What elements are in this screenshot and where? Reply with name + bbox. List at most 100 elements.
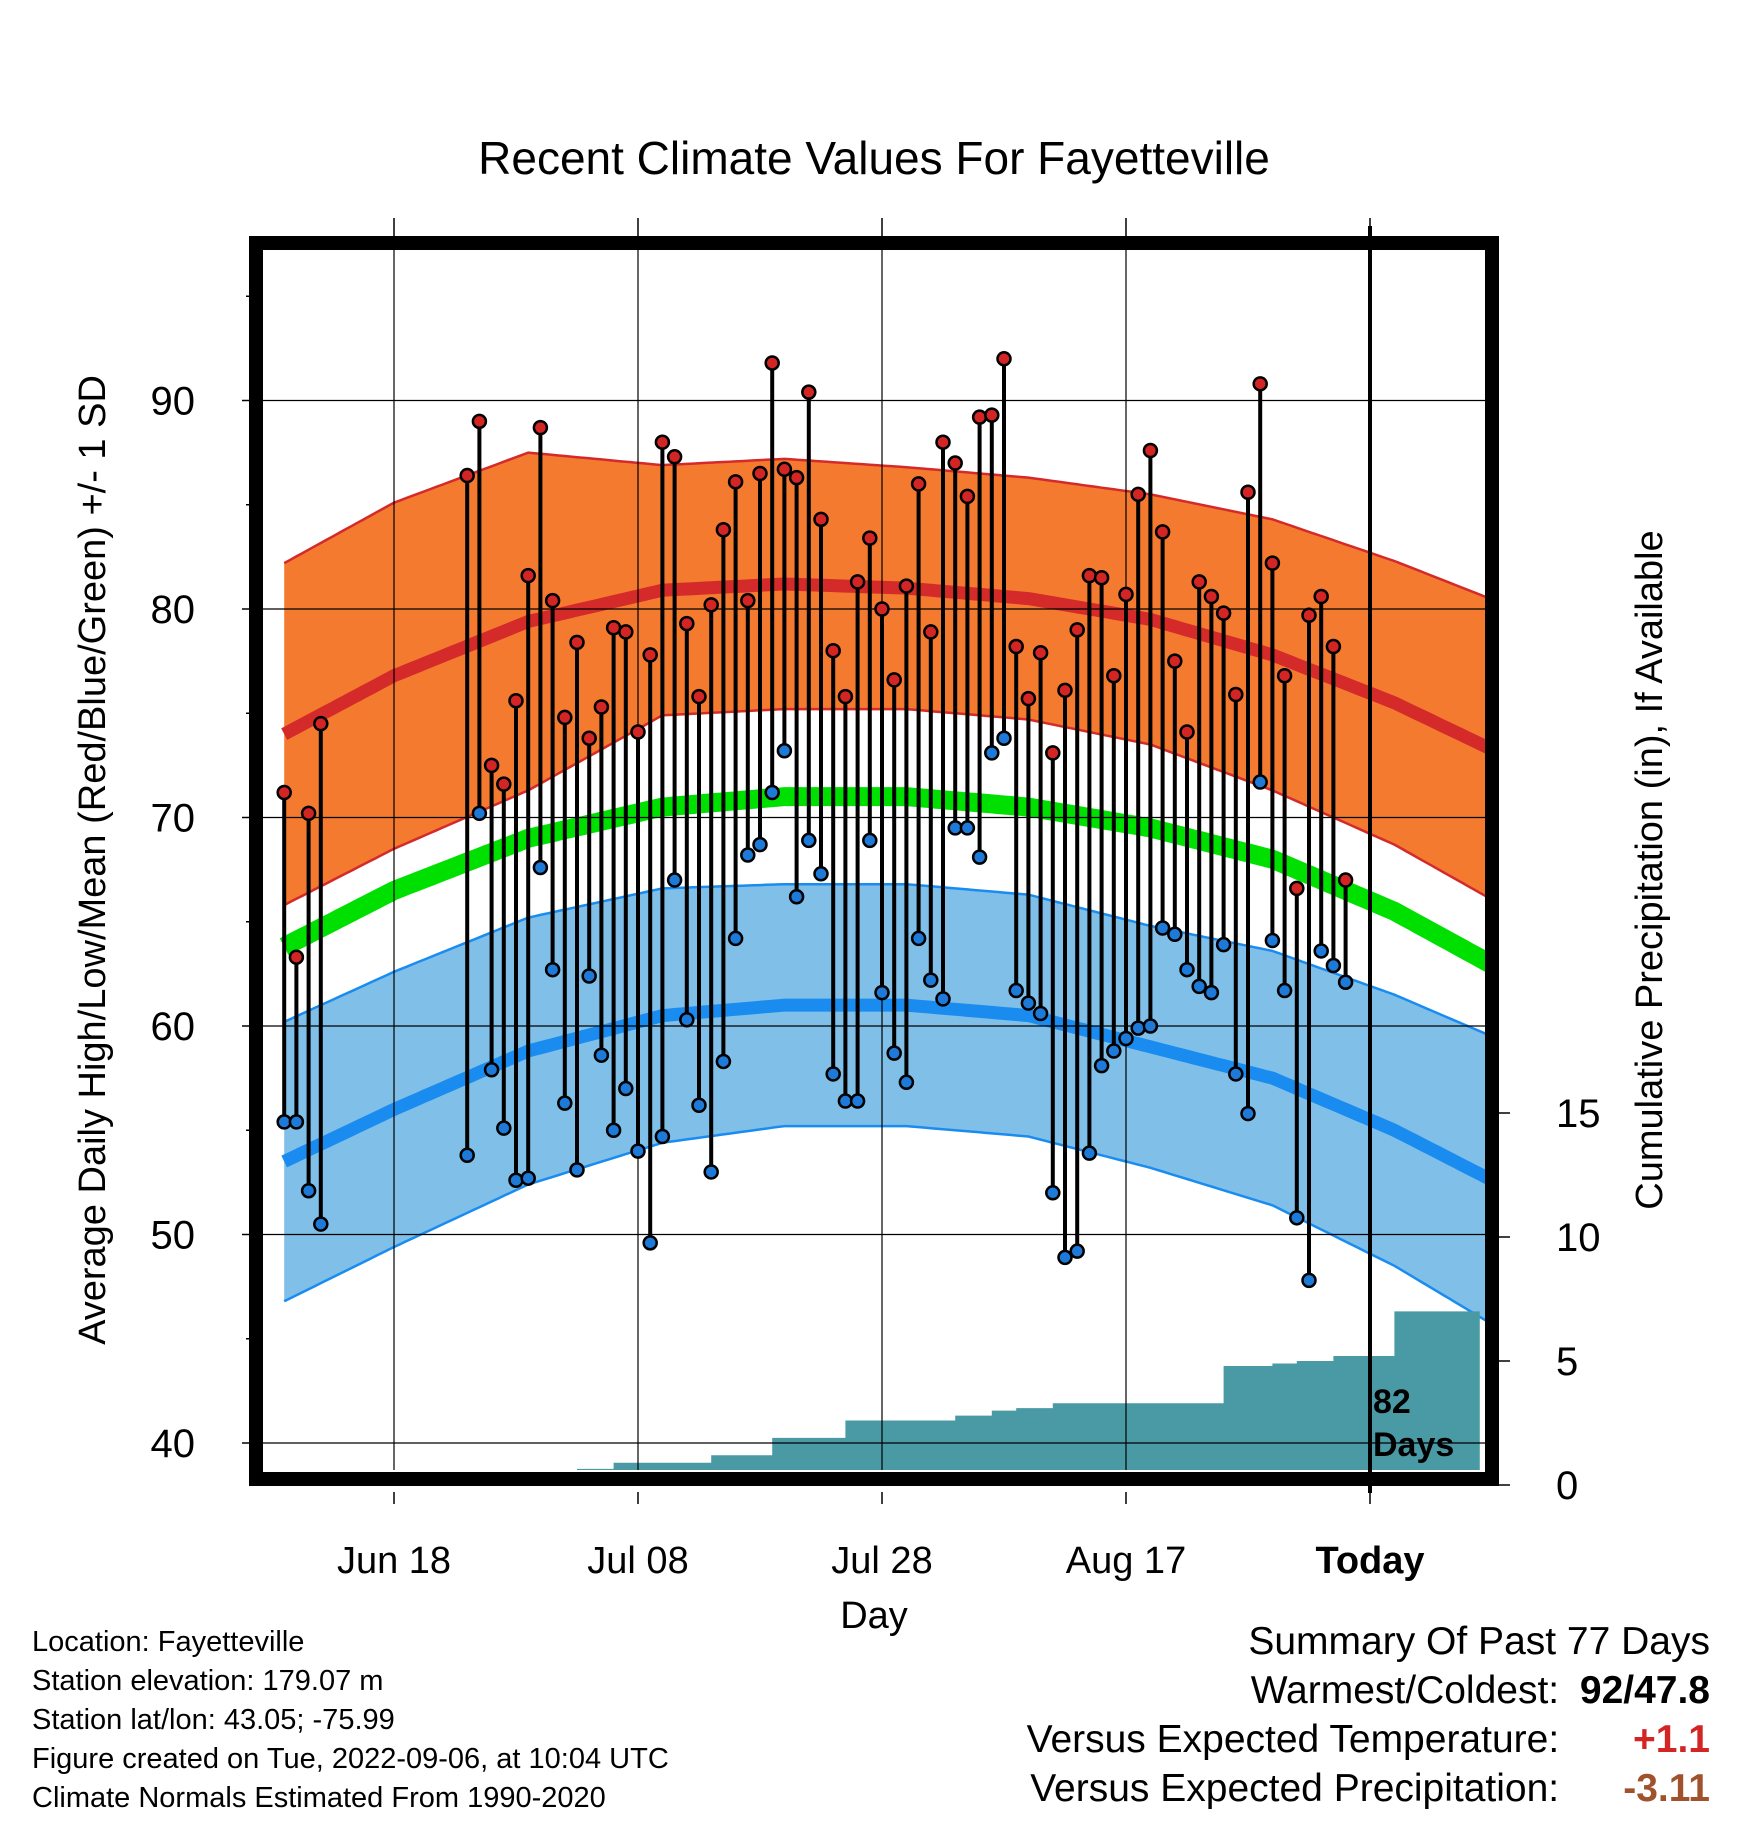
daily-low-point xyxy=(1351,0,1364,7)
daily-low-point xyxy=(886,1045,902,1061)
daily-high-point xyxy=(544,592,561,609)
daily-high-point xyxy=(459,467,475,484)
daily-high-point xyxy=(276,784,292,801)
daily-high-point xyxy=(984,407,1000,423)
daily-low-point xyxy=(910,930,927,947)
daily-low-point xyxy=(532,859,549,876)
daily-low-point xyxy=(496,1120,512,1136)
daily-low-point xyxy=(1142,1018,1159,1034)
daily-high-point xyxy=(532,419,549,436)
y-left-tick-label: 90 xyxy=(151,380,196,424)
daily-high-point xyxy=(691,688,707,705)
daily-high-point xyxy=(654,434,671,450)
daily-high-point xyxy=(971,409,988,425)
daily-low-point xyxy=(959,820,976,836)
summary-warmest-row: Warmest/Coldest: 92/47.8 xyxy=(1027,1666,1710,1715)
daily-high-point xyxy=(679,615,695,632)
daily-low-point xyxy=(898,1074,915,1091)
daily-low-point xyxy=(1301,1272,1317,1289)
daily-low-point xyxy=(1045,1185,1061,1201)
daily-high-point xyxy=(618,624,634,640)
daily-high-point xyxy=(862,530,878,546)
daily-high-point xyxy=(910,476,927,492)
daily-low-point xyxy=(703,1164,719,1180)
daily-low-point xyxy=(605,1122,622,1138)
daily-low-point xyxy=(788,888,805,905)
plot-area xyxy=(262,0,1486,1470)
daily-high-point xyxy=(1264,555,1281,571)
daily-low-point xyxy=(715,1053,732,1070)
created-text: Figure created on Tue, 2022-09-06, at 10… xyxy=(32,1743,669,1775)
daily-high-point xyxy=(1154,524,1171,540)
daily-high-point xyxy=(313,715,329,732)
daily-high-point xyxy=(1130,486,1146,503)
daily-high-point xyxy=(837,688,854,705)
y-right-tick-label: 10 xyxy=(1556,1216,1601,1260)
y-left-tick-label: 80 xyxy=(151,588,196,632)
low-normal-band-upper-edge xyxy=(283,882,1486,1036)
warmest-label: Warmest/Coldest: xyxy=(1250,1669,1560,1712)
daily-low-point xyxy=(1337,974,1354,990)
daily-high-point xyxy=(813,511,829,528)
x-tick-label: Jul 28 xyxy=(831,1540,932,1582)
daily-low-point xyxy=(1264,932,1281,949)
temp-value: +1.1 xyxy=(1633,1718,1710,1761)
daily-high-point xyxy=(1069,622,1085,638)
daily-low-point xyxy=(1325,957,1342,974)
daily-low-point xyxy=(1167,926,1183,943)
daily-high-point xyxy=(1276,667,1293,684)
daily-low-point xyxy=(1081,1145,1098,1161)
daily-low-point xyxy=(849,1093,866,1109)
daily-low-point xyxy=(1313,943,1329,959)
daily-low-point xyxy=(1252,774,1268,790)
daily-high-point xyxy=(642,647,658,663)
y-right-tick-label: 15 xyxy=(1556,1092,1601,1136)
plot-frame xyxy=(249,236,1499,1486)
daily-low-point xyxy=(313,1216,329,1232)
daily-high-point xyxy=(1057,682,1073,699)
daily-low-point xyxy=(1364,0,1377,7)
y-right-tick-label: 5 xyxy=(1556,1340,1578,1384)
daily-low-point xyxy=(1032,1005,1049,1022)
daily-low-point xyxy=(1106,1043,1122,1059)
daily-high-point xyxy=(1252,376,1268,392)
daily-low-point xyxy=(459,1147,475,1164)
daily-high-point xyxy=(1093,569,1110,586)
daily-high-point xyxy=(496,776,512,792)
daily-high-point xyxy=(1313,588,1329,605)
daily-low-point xyxy=(630,1143,646,1159)
x-tick-label: Today xyxy=(1315,1540,1424,1582)
daily-high-point xyxy=(1289,880,1305,897)
y-axis-right-label: Cumulative Precipitation (in), If Availa… xyxy=(1629,530,1671,1209)
daily-low-point xyxy=(1057,1249,1073,1266)
high-normal-band-upper-edge xyxy=(283,451,1486,599)
y-left-tick-label: 40 xyxy=(151,1422,196,1466)
daily-high-point xyxy=(752,465,768,482)
daily-low-point xyxy=(1179,961,1195,978)
daily-high-point xyxy=(886,672,902,688)
daily-low-point xyxy=(1191,978,1207,995)
daily-low-point xyxy=(483,1062,500,1078)
daily-high-point xyxy=(1008,638,1024,655)
daily-high-point xyxy=(703,597,719,613)
low-normal-band-lower-edge xyxy=(283,1124,1486,1323)
high-normal-band xyxy=(284,452,1486,906)
daily-high-point xyxy=(740,592,756,609)
warmest-value: 92/47.8 xyxy=(1579,1669,1710,1712)
daily-low-point xyxy=(1154,920,1171,936)
y-right-tick-label: 0 xyxy=(1556,1464,1578,1508)
summary-temp-row: Versus Expected Temperature: +1.1 xyxy=(1027,1715,1710,1764)
daily-high-point xyxy=(1325,638,1342,655)
daily-high-point xyxy=(508,692,524,709)
daily-high-point xyxy=(849,574,866,590)
normals-text: Climate Normals Estimated From 1990-2020 xyxy=(32,1782,606,1814)
daily-low-point xyxy=(1008,982,1024,999)
high-normal-band-lower-edge xyxy=(283,707,1486,907)
daily-high-point xyxy=(898,578,915,594)
daily-high-point xyxy=(959,488,976,505)
daily-high-point xyxy=(1301,607,1317,624)
daily-high-point xyxy=(996,351,1012,367)
daily-high-point xyxy=(874,601,890,617)
daily-low-point xyxy=(593,1047,610,1063)
